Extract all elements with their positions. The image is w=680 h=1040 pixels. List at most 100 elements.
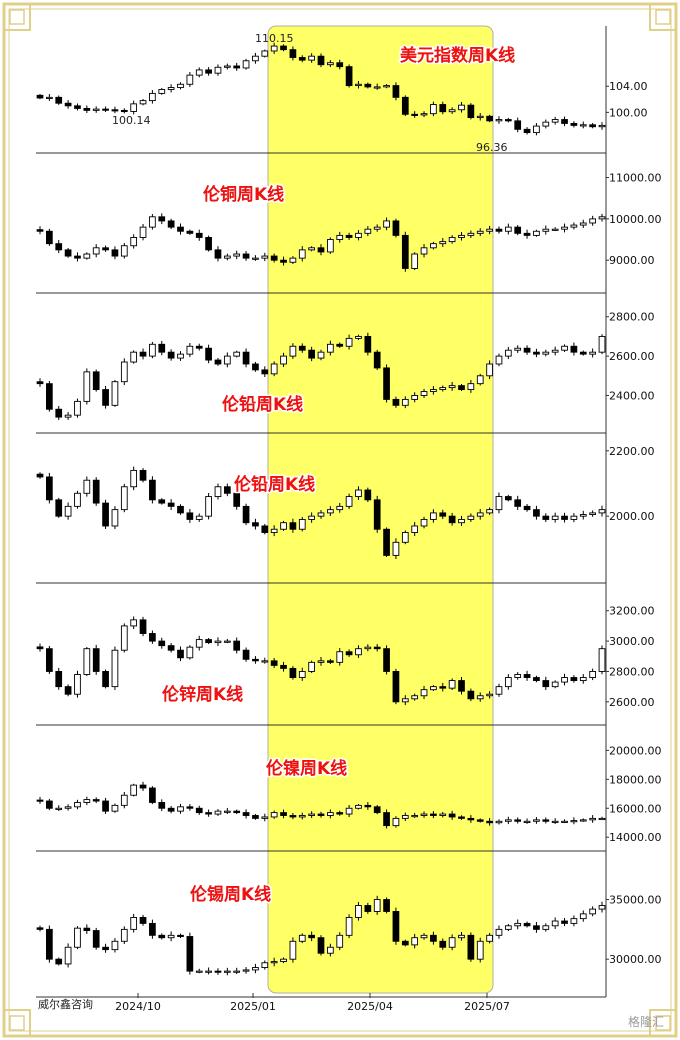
candle xyxy=(392,396,400,408)
candle-body-up xyxy=(158,89,166,94)
candle xyxy=(317,349,325,361)
candle-body-up xyxy=(589,908,596,915)
candle xyxy=(345,493,353,510)
candle-body-down xyxy=(270,660,278,666)
candle xyxy=(430,509,437,523)
candle xyxy=(373,895,381,915)
candle-body-down xyxy=(280,259,287,263)
candle xyxy=(186,342,194,358)
candle xyxy=(195,229,203,241)
candle-body-up xyxy=(74,802,81,808)
candle-body-up xyxy=(355,232,362,238)
candle-body-up xyxy=(411,395,419,400)
candle xyxy=(364,802,372,810)
candle-body-up xyxy=(223,355,231,365)
candle-body-up xyxy=(345,496,353,507)
candle xyxy=(420,933,428,940)
candle xyxy=(308,246,315,252)
candle-body-up xyxy=(336,934,344,948)
candle-body-up xyxy=(430,389,437,392)
y-tick-label: 2800.00 xyxy=(609,311,655,324)
candle xyxy=(149,341,156,359)
candle xyxy=(120,926,128,945)
candle-body-down xyxy=(205,237,212,251)
candle-body-up xyxy=(205,970,212,973)
candle-body-down xyxy=(383,648,390,672)
candle xyxy=(139,98,147,106)
candle xyxy=(214,809,222,816)
candle-body-down xyxy=(439,512,447,517)
candle xyxy=(504,816,512,825)
candle xyxy=(401,396,409,409)
candle-body-down xyxy=(317,813,325,816)
candle-body-down xyxy=(430,934,437,942)
y-tick-label: 18000.00 xyxy=(609,773,662,786)
candle xyxy=(83,924,91,934)
candle xyxy=(373,644,381,652)
candle-body-up xyxy=(486,509,493,514)
candle-body-up xyxy=(355,804,362,809)
frame-corner-ornament xyxy=(3,3,31,31)
candle-body-down xyxy=(242,812,250,816)
candle xyxy=(327,237,334,254)
candle xyxy=(64,412,72,420)
candle-body-down xyxy=(364,489,372,501)
candle xyxy=(458,676,465,695)
candle-body-up xyxy=(186,646,194,659)
candle-body-up xyxy=(411,695,419,700)
candle xyxy=(167,218,175,230)
candle-body-up xyxy=(514,347,522,351)
panel-title: 伦铅周K线 xyxy=(234,474,315,495)
candle xyxy=(533,123,540,136)
candle xyxy=(186,509,194,523)
candle xyxy=(523,127,531,135)
candle-body-up xyxy=(195,69,203,76)
candle xyxy=(383,84,390,89)
candle xyxy=(579,350,587,356)
candle xyxy=(420,685,428,700)
candle xyxy=(177,646,184,662)
candle xyxy=(598,505,606,517)
candle xyxy=(430,685,437,692)
candle-body-down xyxy=(242,505,250,524)
candle-body-down xyxy=(167,645,175,651)
candle xyxy=(167,499,175,510)
candle xyxy=(373,83,381,90)
candle-body-up xyxy=(551,920,559,927)
candle-body-down xyxy=(46,476,53,501)
candle xyxy=(111,246,119,260)
candle xyxy=(46,798,53,811)
candle xyxy=(458,932,465,941)
candle-body-up xyxy=(364,228,372,234)
candle-body-up xyxy=(261,660,269,663)
candle-body-down xyxy=(364,804,372,808)
candle xyxy=(589,815,596,823)
candle xyxy=(111,379,119,407)
candle-body-up xyxy=(167,87,175,90)
candle xyxy=(551,512,559,523)
candle xyxy=(270,957,278,967)
candle xyxy=(373,805,381,815)
candle-body-down xyxy=(205,639,212,644)
candle-body-up xyxy=(298,815,306,818)
candle xyxy=(92,106,100,113)
candle xyxy=(504,494,512,502)
frame-inner xyxy=(8,8,672,1032)
candle xyxy=(345,914,353,939)
candle xyxy=(439,101,447,115)
candle-body-up xyxy=(570,224,578,228)
candle xyxy=(448,107,456,114)
candle xyxy=(308,660,315,674)
candle-body-up xyxy=(411,815,419,818)
candle-body-up xyxy=(120,245,128,257)
candle xyxy=(401,695,409,706)
candle-body-down xyxy=(467,690,475,700)
candle xyxy=(242,647,250,662)
candle xyxy=(448,678,456,691)
candle-body-down xyxy=(233,492,241,507)
candle-body-down xyxy=(205,69,212,74)
candle-body-up xyxy=(327,812,334,816)
candle-body-down xyxy=(36,94,44,99)
candle xyxy=(589,510,596,517)
candle xyxy=(411,111,419,118)
